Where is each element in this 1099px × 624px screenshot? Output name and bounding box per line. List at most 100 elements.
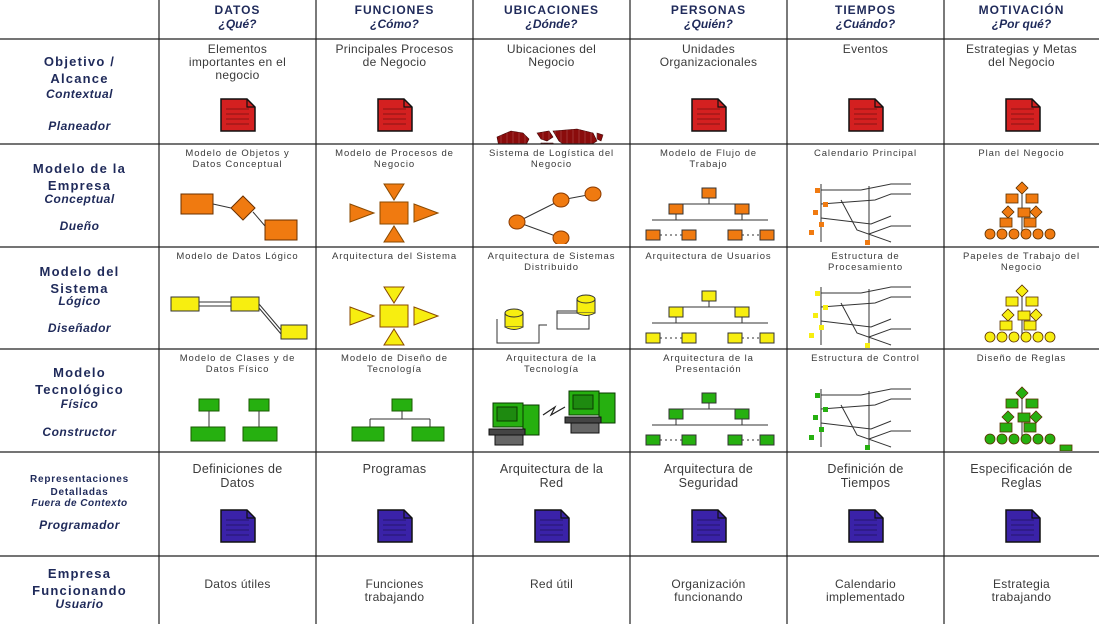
cell-label: Arquitectura del Sistema — [331, 251, 458, 262]
framework-cell: Papeles de Trabajo del Negocio — [944, 247, 1099, 349]
framework-cell: Unidades Organizacionales — [630, 39, 787, 144]
column-header: MOTIVACIÓN ¿Por qué? — [944, 0, 1099, 39]
row-role: Diseñador — [47, 321, 112, 335]
cell-label: Arquitectura de la Presentación — [663, 353, 754, 375]
org-chart-icon — [645, 187, 775, 241]
doc-red-icon — [220, 98, 256, 132]
framework-cell: Principales Procesos de Negocio — [316, 39, 473, 144]
framework-cell: Ubicaciones del Negocio — [473, 39, 630, 144]
column-question: ¿Cómo? — [370, 17, 419, 31]
cell-label: Diseño de Reglas — [976, 353, 1067, 364]
row-perspective: Usuario — [55, 597, 104, 611]
cell-label: Elementos importantes en el negocio — [188, 42, 287, 82]
cell-label: Definiciones de Datos — [192, 462, 283, 490]
timeline-diagram-icon — [809, 286, 911, 348]
cell-label: Arquitectura de la Tecnología — [506, 353, 597, 375]
row-header: Modelo Tecnológico Físico Constructor — [0, 349, 159, 452]
column-header: PERSONAS ¿Quién? — [630, 0, 787, 39]
framework-cell: Estrategias y Metas del Negocio — [944, 39, 1099, 144]
column-title: PERSONAS — [670, 3, 747, 17]
column-question: ¿Por qué? — [991, 17, 1052, 31]
column-header: TIEMPOS ¿Cuándo? — [787, 0, 944, 39]
column-question: ¿Dónde? — [525, 17, 578, 31]
doc-purple-icon — [377, 509, 413, 543]
corner-cell — [0, 0, 159, 39]
column-title: FUNCIONES — [354, 3, 435, 17]
framework-cell: Definiciones de Datos — [159, 452, 316, 556]
rule-tree-icon — [984, 181, 1056, 240]
framework-cell: Organización funcionando — [630, 556, 787, 624]
column-title: TIEMPOS — [834, 3, 896, 17]
framework-cell: Eventos — [787, 39, 944, 144]
framework-cell: Funciones trabajando — [316, 556, 473, 624]
doc-purple-icon — [220, 509, 256, 543]
column-question: ¿Qué? — [218, 17, 257, 31]
framework-cell: Diseño de Reglas — [944, 349, 1099, 452]
cell-label: Modelo de Diseño de Tecnología — [341, 353, 448, 375]
computers-icon — [488, 390, 616, 446]
cell-label: Arquitectura de Sistemas Distribuido — [487, 251, 616, 273]
row-perspective: Fuera de Contexto — [31, 498, 128, 509]
framework-cell: Arquitectura de Seguridad — [630, 452, 787, 556]
column-title: UBICACIONES — [503, 3, 599, 17]
doc-purple-icon — [691, 509, 727, 543]
framework-cell: Modelo de Diseño de Tecnología — [316, 349, 473, 452]
doc-red-icon — [1005, 98, 1041, 132]
distributed-system-icon — [496, 294, 596, 344]
doc-red-icon — [377, 98, 413, 132]
network-diagram-icon — [508, 186, 602, 244]
framework-cell: Definición de Tiempos — [787, 452, 944, 556]
timeline-diagram-icon — [809, 388, 911, 450]
framework-cell: Arquitectura de la Presentación — [630, 349, 787, 452]
rule-tree-icon — [984, 386, 1073, 451]
row-title: Modelo del Sistema — [39, 264, 120, 296]
cell-label: Unidades Organizacionales — [659, 42, 758, 69]
row-header: Modelo del Sistema Lógico Diseñador — [0, 247, 159, 349]
column-question: ¿Quién? — [684, 17, 733, 31]
cell-label: Estrategia trabajando — [991, 577, 1052, 604]
cell-label: Modelo de Flujo de Trabajo — [659, 148, 757, 170]
cell-label: Datos útiles — [204, 577, 271, 591]
cell-label: Red útil — [529, 577, 574, 591]
cell-label: Modelo de Procesos de Negocio — [335, 148, 454, 170]
framework-cell: Arquitectura del Sistema — [316, 247, 473, 349]
framework-cell: Modelo de Procesos de Negocio — [316, 144, 473, 247]
doc-purple-icon — [1005, 509, 1041, 543]
row-role: Planeador — [48, 119, 111, 133]
cell-label: Ubicaciones del Negocio — [506, 42, 597, 69]
world-map-icon — [494, 127, 604, 144]
column-header: DATOS ¿Qué? — [159, 0, 316, 39]
column-question: ¿Cuándo? — [835, 17, 896, 31]
framework-cell: Estructura de Control — [787, 349, 944, 452]
framework-cell: Arquitectura de la Tecnología — [473, 349, 630, 452]
framework-cell: Programas — [316, 452, 473, 556]
framework-cell: Red útil — [473, 556, 630, 624]
framework-cell: Arquitectura de Sistemas Distribuido — [473, 247, 630, 349]
cell-label: Modelo de Clases y de Datos Físico — [179, 353, 296, 375]
row-role: Constructor — [42, 425, 117, 439]
column-header: UBICACIONES ¿Dónde? — [473, 0, 630, 39]
framework-cell: Modelo de Datos Lógico — [159, 247, 316, 349]
row-title: Objetivo / Alcance — [43, 54, 116, 86]
row-perspective: Lógico — [58, 294, 101, 308]
cell-label: Arquitectura de Seguridad — [663, 462, 754, 490]
framework-cell: Especificación de Reglas — [944, 452, 1099, 556]
cell-label: Calendario Principal — [813, 148, 918, 159]
row-perspective: Conceptual — [44, 192, 115, 206]
cell-label: Funciones trabajando — [364, 577, 425, 604]
cell-label: Estructura de Control — [811, 353, 920, 364]
framework-cell: Estrategia trabajando — [944, 556, 1099, 624]
row-title: Modelo Tecnológico — [35, 365, 124, 397]
doc-red-icon — [848, 98, 884, 132]
row-role: Dueño — [59, 219, 100, 233]
cell-label: Arquitectura de la Red — [499, 462, 604, 490]
cell-label: Arquitectura de Usuarios — [645, 251, 772, 262]
class-diagram-icon — [190, 398, 278, 442]
framework-cell: Modelo de Objetos y Datos Conceptual — [159, 144, 316, 247]
framework-cell: Calendario Principal — [787, 144, 944, 247]
row-header: Representaciones Detalladas Fuera de Cont… — [0, 452, 159, 556]
cell-label: Sistema de Logística del Negocio — [488, 148, 615, 170]
cell-label: Calendario implementado — [826, 577, 905, 604]
framework-cell: Datos útiles — [159, 556, 316, 624]
